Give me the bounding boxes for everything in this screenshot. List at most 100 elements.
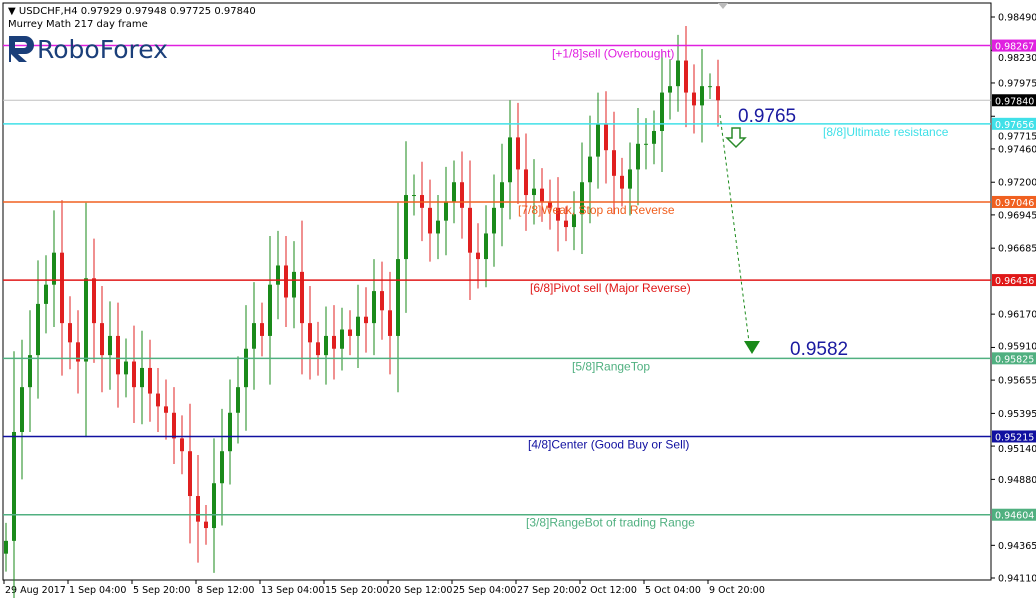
candle-body [276, 265, 280, 285]
x-tick-label: 27 Sep 20:00 [517, 585, 580, 596]
candle-body [60, 252, 64, 324]
candle-body [676, 60, 680, 87]
y-tick-label: 0.94365 [998, 541, 1036, 552]
candle-body [236, 387, 240, 413]
x-tick-label: 25 Sep 04:00 [453, 585, 516, 596]
candle-body [716, 86, 720, 101]
candle-body [116, 335, 120, 375]
y-tick-label: 0.97975 [998, 78, 1036, 89]
candle-body [148, 367, 152, 394]
candle-body [188, 451, 192, 497]
price-tag-label: 0.95215 [995, 432, 1034, 443]
y-tick-label: 0.95910 [998, 341, 1036, 352]
candle-body [228, 412, 232, 452]
dropdown-triangle-icon[interactable]: ▼ [8, 6, 16, 17]
x-tick-label: 20 Sep 12:00 [389, 585, 452, 596]
candle-body [428, 207, 432, 234]
candle-body [300, 271, 304, 324]
price-tag-label: 0.97046 [995, 198, 1034, 209]
candle-body [524, 169, 528, 196]
y-tick-label: 0.95140 [998, 444, 1036, 455]
candle-body [84, 278, 88, 362]
x-tick-label: 1 Sep 04:00 [69, 585, 126, 596]
candle-body [548, 201, 552, 208]
target-price-label: 0.9765 [738, 106, 796, 127]
candle-body [268, 284, 272, 336]
hollow-down-arrow-icon [725, 127, 747, 149]
price-tag [992, 274, 1036, 287]
candle-body [380, 291, 384, 311]
y-tick-label: 0.94880 [998, 475, 1036, 486]
candle-body [588, 156, 592, 183]
x-tick-label: 29 Aug 2017 [5, 585, 66, 596]
candle-body [476, 252, 480, 260]
candle-body [484, 233, 488, 260]
candle-body [412, 195, 416, 197]
candle-body [52, 252, 56, 285]
candle-body [164, 406, 168, 413]
price-tag-label: 0.94604 [995, 511, 1034, 522]
candle-body [628, 169, 632, 189]
price-tag [992, 430, 1036, 443]
candle-body [452, 182, 456, 202]
murrey-level-label: [8/8]Ultimate resistance [823, 125, 949, 139]
candle-body [260, 323, 264, 336]
x-tick-label: 8 Sep 12:00 [197, 585, 254, 596]
x-tick-label: 13 Sep 04:00 [261, 585, 324, 596]
x-tick-label: 15 Sep 20:00 [325, 585, 388, 596]
candle-body [516, 137, 520, 170]
symbol-info: ▼ USDCHF,H4 0.97929 0.97948 0.97725 0.97… [8, 6, 256, 17]
current-price-tag-label: 0.97840 [995, 96, 1034, 107]
candle-body [340, 329, 344, 349]
y-tick-label: 0.95655 [998, 376, 1036, 387]
price-tag [992, 117, 1036, 130]
y-tick-label: 0.95395 [998, 409, 1036, 420]
candle-body [156, 393, 160, 407]
candle-body [196, 496, 200, 522]
candle-body [356, 316, 360, 336]
candle-body [580, 182, 584, 215]
y-tick-label: 0.94110 [998, 574, 1036, 585]
candle-body [100, 323, 104, 356]
murrey-level-label: [3/8]RangeBot of trading Range [526, 516, 695, 530]
candle-body [388, 310, 392, 336]
price-tag-label: 0.95825 [995, 354, 1034, 365]
candle-body [604, 124, 608, 151]
candle-body [404, 195, 408, 260]
candle-body [68, 323, 72, 343]
symbol-ohlc: USDCHF,H4 0.97929 0.97948 0.97725 0.9784… [18, 6, 256, 17]
candle-body [36, 303, 40, 356]
target-price-label: 0.9582 [790, 339, 848, 360]
candle-body [564, 220, 568, 228]
y-tick-label: 0.97200 [998, 178, 1036, 189]
forecast-dashed-line [719, 114, 750, 343]
candle-body [244, 348, 248, 388]
candle-body [124, 361, 128, 375]
logo-text: RoboForex [37, 34, 168, 64]
candle-body [108, 335, 112, 356]
candle-body [508, 137, 512, 183]
price-tag [992, 508, 1036, 521]
y-tick-label: 0.98230 [998, 53, 1036, 64]
candle-body [316, 342, 320, 356]
price-tag [992, 352, 1036, 365]
candle-body [596, 124, 600, 157]
candle-body [636, 143, 640, 170]
candle-body [468, 207, 472, 253]
candle-body [212, 483, 216, 529]
murrey-level-label: [+1/8]sell (Overbought) [552, 47, 674, 61]
y-tick-label: 0.98490 [998, 13, 1036, 24]
candle-body [612, 150, 616, 176]
current-price-tag [992, 94, 1036, 107]
y-tick-label: 0.97715 [998, 131, 1036, 142]
candle-body [348, 329, 352, 336]
candle-body [492, 207, 496, 234]
candle-body [4, 540, 8, 554]
candle-body [92, 278, 96, 324]
price-tag [992, 195, 1036, 208]
indicator-name: Murrey Math 217 day frame [8, 19, 148, 30]
price-tag-label: 0.97656 [995, 120, 1034, 131]
candle-body [540, 188, 544, 202]
